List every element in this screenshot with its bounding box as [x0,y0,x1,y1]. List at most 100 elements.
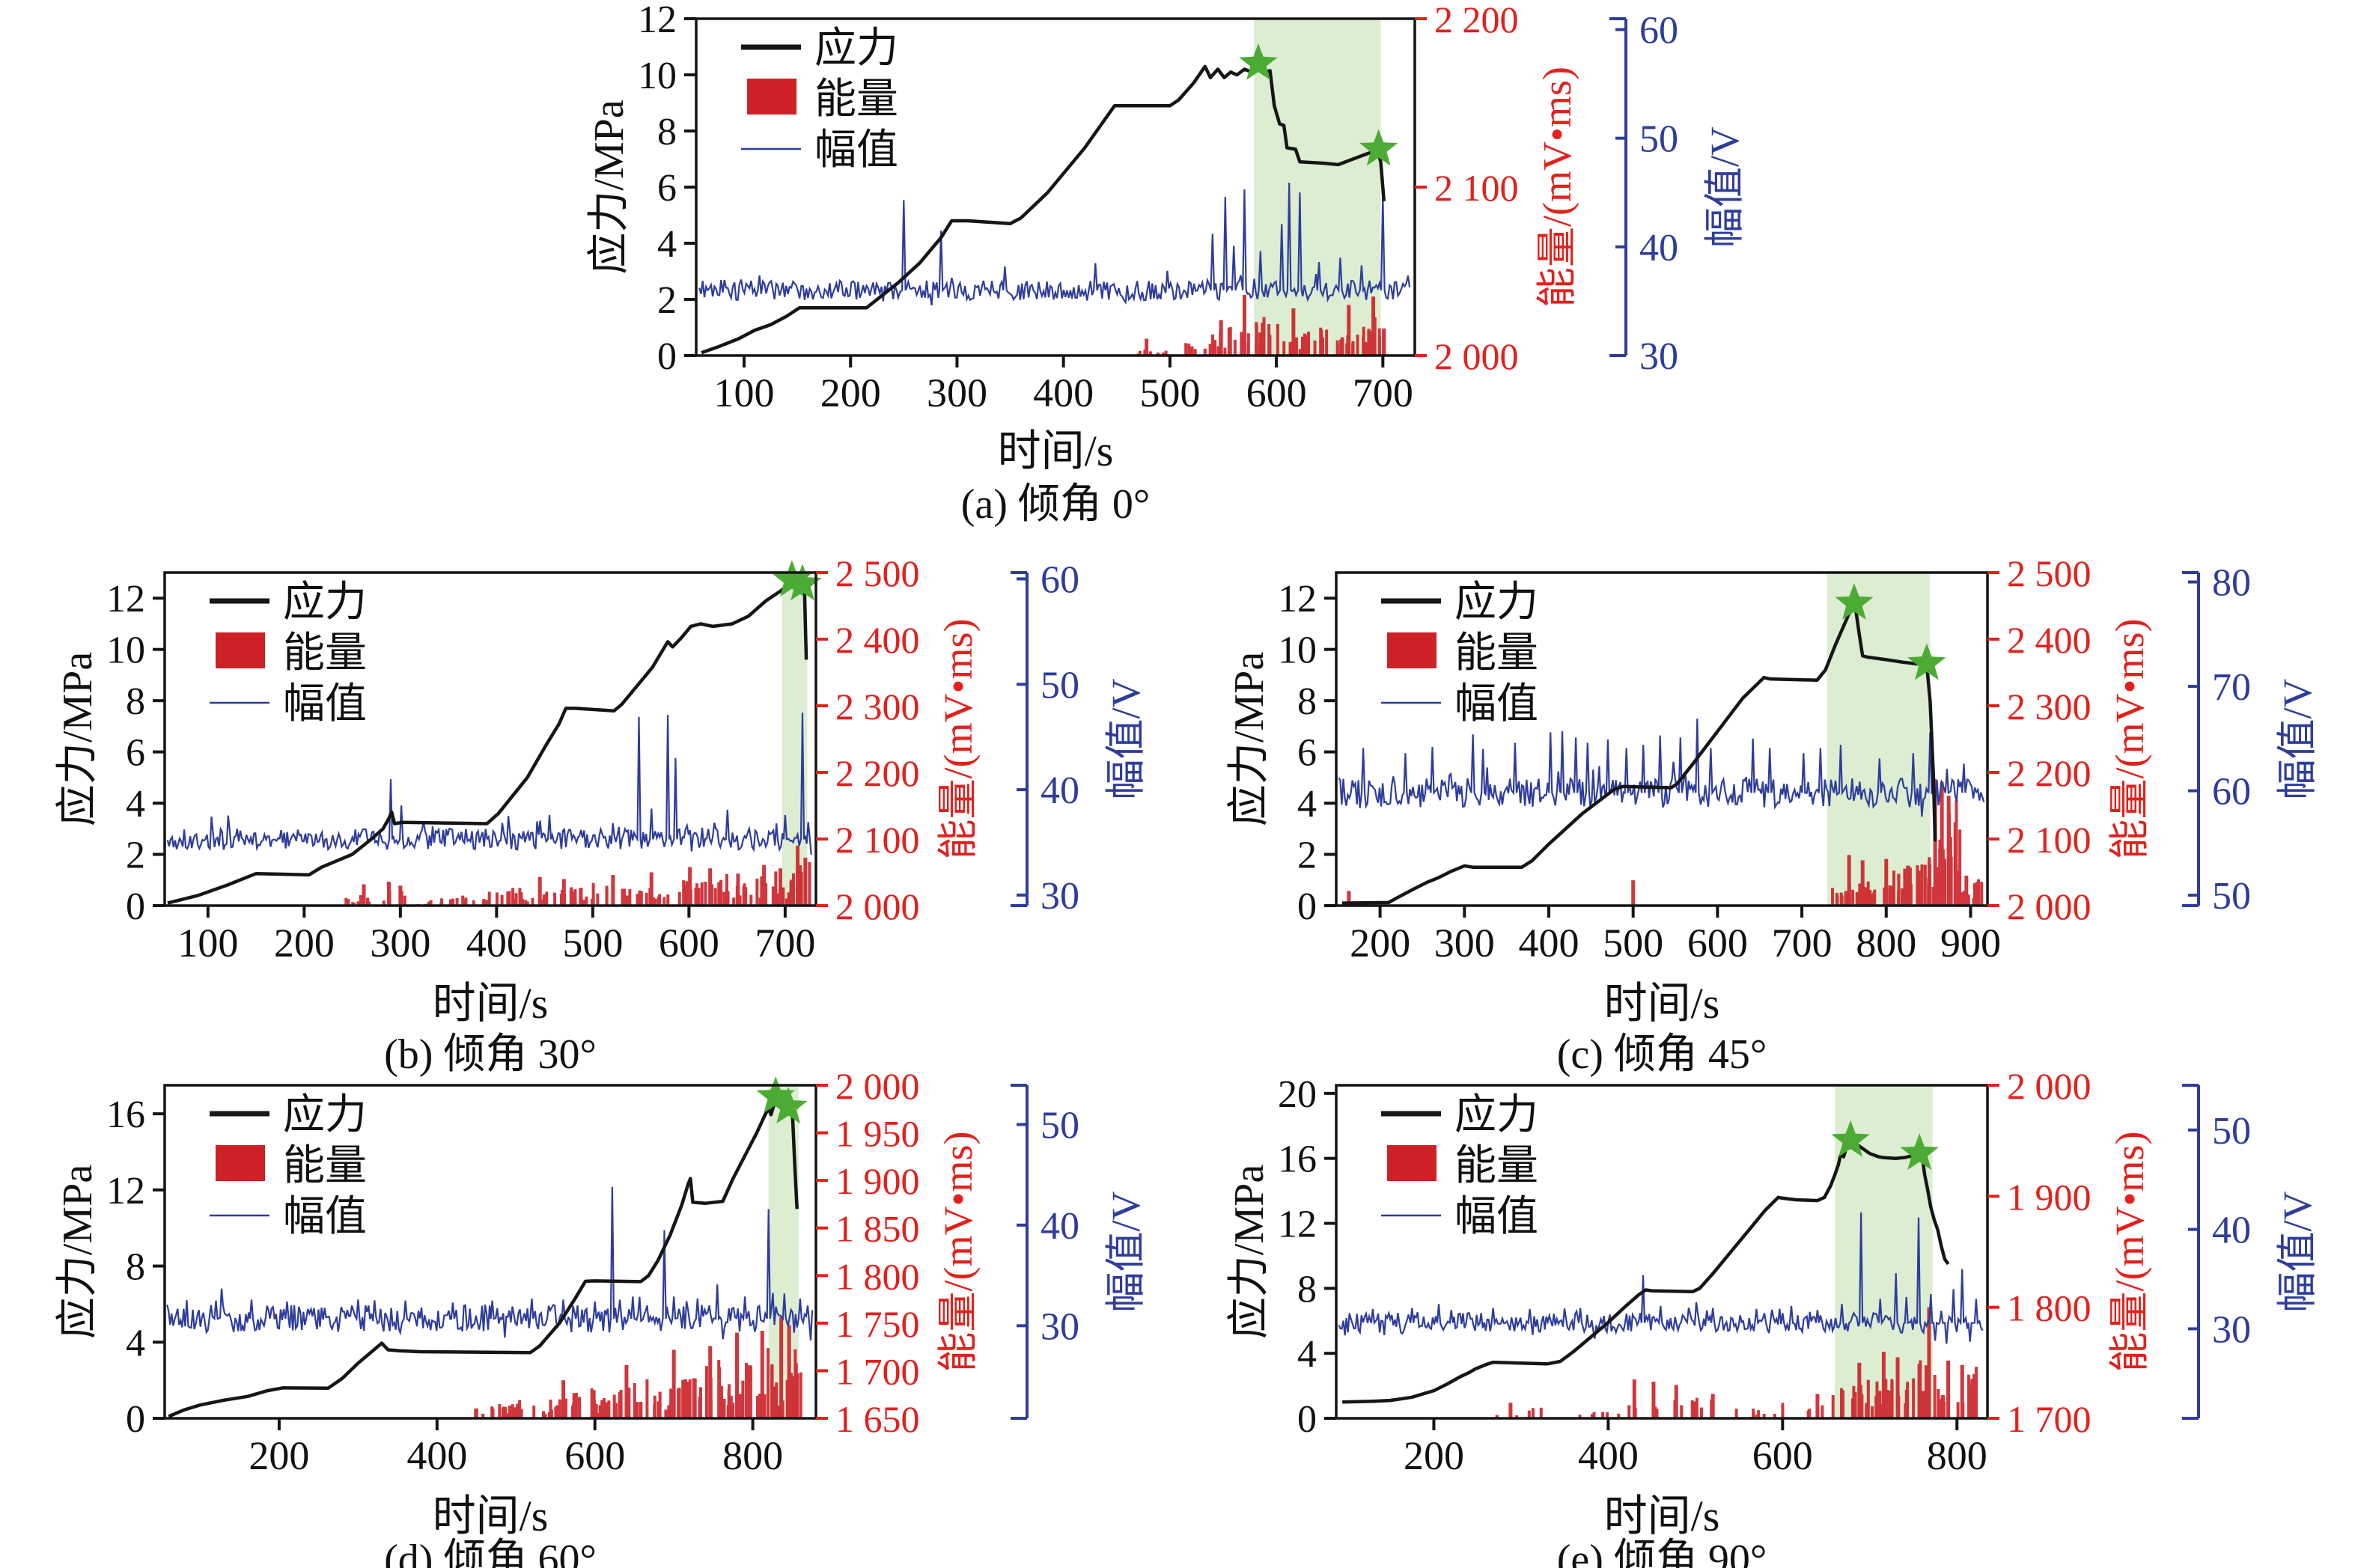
y-axis-amplitude: 50 60 70 80 幅值/V [2182,562,2320,918]
legend-energy-label: 能量 [1454,1143,1538,1189]
svg-text:50: 50 [2212,1110,2251,1153]
legend-amplitude-label: 幅值 [283,1194,367,1240]
chart-d: 0 4 8 12 16 应力/MPa 200 400 600 800 1 650 1 700 1 750… [52,1065,1175,1512]
chart-e: 0 4 8 12 16 20 应力/MPa 200 400 600 800 1 700 1 800 1 9… [1224,1065,2347,1512]
svg-text:12: 12 [1278,578,1317,620]
stress-line [701,63,1386,355]
svg-text:500: 500 [1603,921,1663,965]
svg-text:1 900: 1 900 [2007,1176,2092,1218]
svg-text:500: 500 [1139,370,1200,415]
svg-text:8: 8 [1297,1268,1317,1311]
svg-text:4: 4 [126,783,145,826]
svg-text:200: 200 [820,370,881,415]
svg-text:300: 300 [1434,921,1495,965]
svg-text:8: 8 [126,1246,145,1289]
x-axis: 200 400 600 800 [249,1418,783,1478]
svg-text:2 300: 2 300 [835,686,920,727]
legend-energy-label: 能量 [283,630,367,677]
x-axis: 100 200 300 400 500 600 700 [714,356,1413,415]
svg-text:2: 2 [657,279,677,322]
svg-text:12: 12 [106,578,145,620]
legend-amplitude-label: 幅值 [1454,1194,1538,1240]
svg-text:1 650: 1 650 [835,1398,920,1440]
svg-text:600: 600 [1246,370,1307,415]
svg-text:0: 0 [126,885,145,928]
svg-text:40: 40 [1041,1205,1079,1248]
svg-text:16: 16 [106,1093,145,1136]
chart-caption: (d) 倾角 60° [384,1537,597,1568]
svg-text:2 000: 2 000 [1434,335,1519,377]
svg-text:6: 6 [1297,732,1317,775]
svg-text:500: 500 [562,921,623,965]
energy-bars [1347,778,1984,906]
svg-text:50: 50 [2212,875,2251,918]
star-marker [783,564,822,601]
svg-text:2: 2 [126,835,145,877]
svg-text:1 900: 1 900 [835,1160,920,1202]
x-axis: 200 400 600 800 [1404,1418,1987,1478]
svg-text:800: 800 [1856,921,1916,965]
star-marker [1907,643,1946,680]
svg-text:1 950: 1 950 [835,1113,920,1155]
x-axis: 200 300 400 500 600 700 800 900 [1350,906,2001,965]
svg-text:2 000: 2 000 [835,885,920,927]
star-marker [1835,583,1874,620]
amplitude-line [1338,719,1985,817]
star-marker [769,1087,808,1124]
plot-border [163,571,817,907]
stress-line [1341,603,1937,905]
svg-text:400: 400 [1518,921,1579,965]
energy-axis-title: 能量/(mV•ms) [936,1132,981,1373]
svg-text:2 200: 2 200 [2007,752,2092,794]
svg-text:40: 40 [1041,769,1079,812]
svg-text:4: 4 [126,1322,145,1364]
y-axis-energy: 2 000 2 100 2 200 能量/(mV•ms) [1415,0,1579,377]
amplitude-axis-title: 幅值/V [1103,678,1148,799]
svg-text:400: 400 [1033,370,1094,415]
svg-text:6: 6 [657,167,677,210]
svg-text:900: 900 [1940,921,2001,965]
svg-text:12: 12 [1278,1204,1317,1246]
svg-text:2 500: 2 500 [835,556,920,594]
x-axis: 100 200 300 400 500 600 700 [177,906,815,965]
svg-text:2 000: 2 000 [2007,885,2092,927]
svg-text:10: 10 [638,55,677,97]
y-axis-amplitude: 30 40 50 60 幅值/V [1011,558,1148,918]
svg-text:400: 400 [466,921,527,965]
svg-text:2 400: 2 400 [2007,619,2092,661]
amplitude-line [166,713,812,855]
svg-text:2 000: 2 000 [835,1069,920,1107]
legend-stress-label: 应力 [1454,579,1538,626]
svg-text:1 700: 1 700 [2007,1398,2092,1440]
svg-text:300: 300 [927,370,987,415]
chart-caption: (e) 倾角 90° [1556,1537,1767,1568]
svg-text:800: 800 [1927,1433,1987,1478]
svg-text:700: 700 [1772,921,1833,965]
svg-text:40: 40 [2212,1209,2251,1252]
chart-e-svg: 0 4 8 12 16 20 应力/MPa 200 400 600 800 1 700 1 800 1 9… [1226,1065,2320,1478]
legend-stress-label: 应力 [283,579,367,626]
plot-border [1335,571,1989,907]
legend-energy-label: 能量 [283,1143,367,1189]
legend-stress-label: 应力 [1454,1092,1538,1138]
svg-text:8: 8 [657,111,677,153]
legend-energy-swatch [1387,632,1437,668]
svg-text:2 200: 2 200 [1434,2,1519,40]
energy-axis-title: 能量/(mV•ms) [1535,67,1579,308]
svg-text:4: 4 [1297,783,1317,826]
svg-text:0: 0 [126,1398,145,1441]
svg-text:300: 300 [370,921,430,965]
svg-text:2 300: 2 300 [2007,686,2092,727]
svg-text:2 100: 2 100 [835,819,920,861]
amplitude-line [1338,1212,1984,1344]
plot-border [1335,1084,1989,1420]
fracture-window-band [1827,573,1931,906]
fracture-window-band [1254,19,1381,356]
energy-bars [474,1317,802,1418]
svg-text:100: 100 [714,370,775,415]
svg-text:4: 4 [1297,1333,1317,1376]
